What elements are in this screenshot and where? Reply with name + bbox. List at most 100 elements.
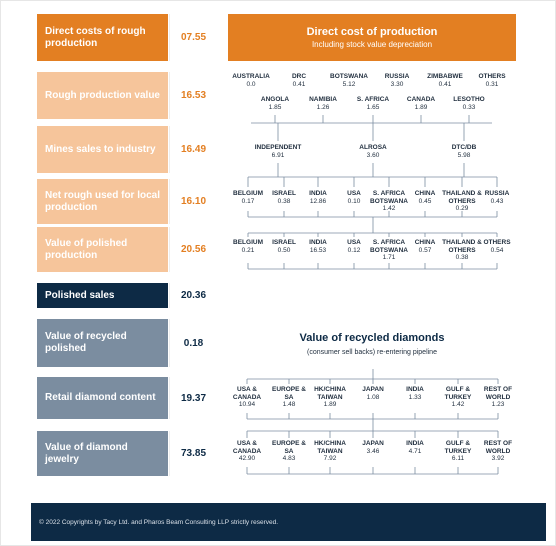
node-name: GULF & xyxy=(445,440,471,447)
flow-node: USA & CANADA 10.94 xyxy=(233,386,261,409)
node-name: NAMIBIA xyxy=(309,96,337,103)
node-name: DRC xyxy=(291,73,307,80)
node-value: 0.10 xyxy=(347,197,361,205)
node-value: 1.89 xyxy=(414,103,428,111)
node-name: TURKEY xyxy=(444,447,472,455)
node-name: BELGIUM xyxy=(233,239,263,246)
flow-node: INDIA 1.33 xyxy=(406,386,424,401)
node-value: 3.30 xyxy=(390,80,404,88)
node-value: 16.53 xyxy=(309,246,327,254)
flow-node: CHINA 0.45 xyxy=(415,190,436,205)
flow-node: S. AFRICA BOTSWANA 1.71 xyxy=(370,239,408,262)
copyright-footer: © 2022 Copyrights by Tacy Ltd. and Pharo… xyxy=(31,503,546,541)
node-name: BELGIUM xyxy=(233,190,263,197)
node-name: RUSSIA xyxy=(384,73,410,80)
node-name: TAIWAN xyxy=(317,447,343,455)
node-name: AUSTRALIA xyxy=(232,73,270,80)
node-name: INDIA xyxy=(309,190,327,197)
node-name: TURKEY xyxy=(444,393,472,401)
flow-node: S. AFRICA BOTSWANA 1.42 xyxy=(370,190,408,213)
node-name: THAILAND & xyxy=(442,239,482,246)
stage-value: 0.18 xyxy=(169,319,217,367)
node-value: 0.17 xyxy=(241,197,255,205)
node-value: 1.42 xyxy=(451,401,465,408)
node-value: 1.08 xyxy=(366,393,380,401)
node-name: HK/CHINA xyxy=(314,440,346,447)
stage-label: Retail diamond content xyxy=(37,377,168,419)
node-name: ALROSA xyxy=(359,144,387,151)
node-name: S. AFRICA xyxy=(372,190,406,197)
node-value: 0.33 xyxy=(462,103,476,111)
node-value: 4.71 xyxy=(408,447,422,455)
stage-value: 16.10 xyxy=(169,179,217,224)
node-value: 1.26 xyxy=(316,103,330,111)
node-value: 42.90 xyxy=(238,455,256,462)
node-name: USA & xyxy=(237,440,257,447)
node-name: S. AFRICA xyxy=(356,96,390,103)
node-value: 7.92 xyxy=(323,455,337,462)
node-name: SA xyxy=(284,393,294,401)
flow-node: RUSSIA 0.43 xyxy=(485,190,510,205)
node-value: 0.41 xyxy=(438,80,452,88)
stage-label: Polished sales xyxy=(37,283,168,308)
node-name: ISRAEL xyxy=(272,190,296,197)
direct-cost-subtitle: Including stock value depreciation xyxy=(311,40,433,49)
node-value: 1.23 xyxy=(491,401,505,408)
stage-value: 16.49 xyxy=(169,126,217,173)
flow-node: ISRAEL 0.50 xyxy=(272,239,296,254)
node-value: 0.38 xyxy=(277,197,291,205)
node-name: JAPAN xyxy=(362,440,384,447)
stage-value: 16.53 xyxy=(169,72,217,119)
node-value: 0.54 xyxy=(490,246,504,254)
node-name: JAPAN xyxy=(362,386,384,393)
flow-node: EUROPE & SA 4.83 xyxy=(272,440,306,463)
node-value: 1.89 xyxy=(323,401,337,408)
node-name: SA xyxy=(284,447,294,455)
flow-node: USA 0.10 xyxy=(347,190,361,205)
node-name: BOTSWANA xyxy=(330,73,368,80)
node-name: WORLD xyxy=(485,393,511,401)
flow-node: CANADA 1.89 xyxy=(407,96,435,111)
node-name: CHINA xyxy=(414,239,436,246)
node-name: WORLD xyxy=(485,447,511,455)
node-name: INDIA xyxy=(309,239,327,246)
stage-label: Direct costs of rough production xyxy=(37,14,168,61)
node-value: 5.98 xyxy=(457,151,471,159)
flow-node: ANGOLA 1.85 xyxy=(261,96,289,111)
flow-node: LESOTHO 0.33 xyxy=(453,96,484,111)
node-value: 12.86 xyxy=(309,197,327,205)
flow-node: INDIA 16.53 xyxy=(309,239,327,254)
stage-label: Mines sales to industry xyxy=(37,126,168,173)
flow-node: THAILAND & OTHERS 0.29 xyxy=(442,190,482,213)
node-value: 3.92 xyxy=(491,455,505,462)
node-name: ISRAEL xyxy=(272,239,296,246)
stage-label: Value of recycled polished xyxy=(37,319,168,367)
flow-node: S. AFRICA 1.65 xyxy=(357,96,389,111)
node-value: 0.12 xyxy=(347,246,361,254)
node-name: HK/CHINA xyxy=(314,386,346,393)
node-name: ANGOLA xyxy=(260,96,290,103)
flow-node: BELGIUM 0.17 xyxy=(233,190,263,205)
node-value: 3.46 xyxy=(366,447,380,455)
node-name: CANADA xyxy=(232,393,262,401)
node-value: 0.31 xyxy=(485,80,499,88)
direct-cost-header: Direct cost of production Including stoc… xyxy=(228,14,516,61)
flow-node: AUSTRALIA 0.0 xyxy=(232,73,270,88)
flow-node: OTHERS 0.31 xyxy=(478,73,505,88)
node-value: 0.43 xyxy=(490,197,504,205)
node-name: TAIWAN xyxy=(317,393,343,401)
flow-node: NAMIBIA 1.26 xyxy=(309,96,337,111)
node-name: GULF & xyxy=(445,386,471,393)
node-value: 1.42 xyxy=(382,205,396,212)
flow-node: INDIA 12.86 xyxy=(309,190,327,205)
node-value: 5.12 xyxy=(342,80,356,88)
node-value: 1.71 xyxy=(382,254,396,261)
node-name: DTC/DB xyxy=(451,144,477,151)
node-name: CHINA xyxy=(414,190,436,197)
node-name: OTHERS xyxy=(448,197,476,205)
node-name: CANADA xyxy=(406,96,436,103)
node-name: OTHERS xyxy=(448,246,476,254)
node-value: 3.60 xyxy=(366,151,380,159)
flow-node: EUROPE & SA 1.48 xyxy=(272,386,306,409)
